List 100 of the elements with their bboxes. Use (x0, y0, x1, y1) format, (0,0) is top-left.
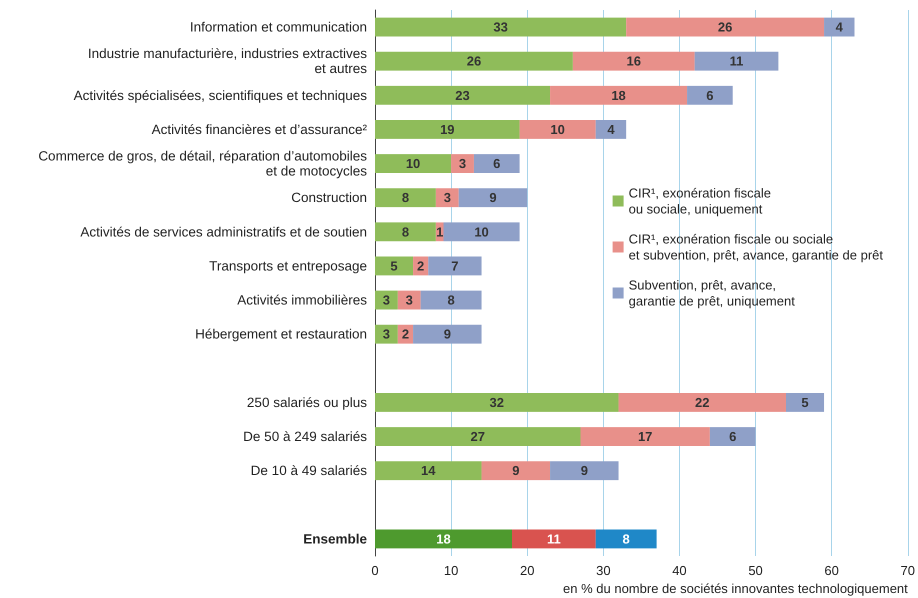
data-label: 9 (580, 463, 588, 478)
x-tick-label: 10 (444, 563, 458, 578)
data-label: 9 (489, 190, 497, 206)
y-tick-label: 250 salariés ou plus (246, 394, 368, 410)
bar (375, 427, 580, 446)
bar (596, 530, 657, 548)
data-label: 6 (706, 88, 714, 103)
bar (512, 530, 596, 548)
y-tick-label: Construction (291, 190, 367, 206)
data-label: 1 (436, 224, 444, 240)
data-label: 10 (406, 156, 420, 172)
bar (375, 393, 619, 412)
y-tick-label: Activités de services administratifs et de soutien (80, 224, 367, 240)
data-label: 6 (729, 429, 736, 444)
data-label: 4 (607, 122, 616, 137)
bar (375, 222, 436, 242)
data-label: 2 (417, 258, 424, 274)
y-tick-label: Transports et entreposage (209, 258, 367, 274)
data-label: 16 (626, 54, 642, 69)
bar (444, 222, 520, 242)
bar (375, 154, 452, 173)
y-tick-label: Commerce de gros, de détail, réparation d’automobiles et de motocycles (38, 148, 368, 179)
bar (596, 120, 626, 139)
x-tick-label: 70 (900, 563, 916, 578)
bar (626, 18, 824, 36)
y-tick-label: Ensemble (303, 531, 368, 546)
y-tick-label: Activités spécialisées, scientifiques et techniques (74, 88, 368, 103)
data-label: 8 (402, 190, 410, 206)
bar (572, 52, 695, 71)
bar (550, 461, 619, 480)
data-label: 10 (474, 224, 489, 240)
bar (458, 188, 528, 208)
y-tick-label: Industrie manufacturière, industries extractives et autres (88, 46, 368, 76)
data-label: 5 (801, 394, 809, 410)
bar (550, 86, 688, 105)
data-label: 32 (490, 394, 504, 410)
data-label: 3 (406, 292, 413, 308)
data-label: 8 (402, 224, 410, 240)
data-label: 33 (493, 20, 508, 35)
bar (520, 120, 596, 139)
bar (710, 427, 756, 446)
data-label: 6 (493, 156, 500, 172)
bar (482, 461, 550, 480)
data-label: 26 (718, 20, 732, 35)
y-tick-label: Activités immobilières (237, 292, 368, 308)
data-label: 3 (382, 292, 390, 308)
bar (375, 461, 482, 480)
bar (474, 154, 520, 173)
data-label: 8 (622, 531, 630, 546)
bar (786, 393, 824, 412)
bar (375, 120, 520, 139)
data-label: 9 (444, 326, 451, 342)
y-tick-label: Activités financières et d’assurance² (152, 122, 368, 137)
bar (451, 154, 474, 173)
data-label: 11 (730, 54, 744, 69)
bar (375, 530, 512, 548)
bar (398, 290, 421, 310)
bar (580, 427, 710, 446)
bar (694, 52, 778, 71)
data-label: 23 (455, 88, 470, 103)
y-tick-label: Hébergement et restauration (195, 326, 367, 342)
data-label: 17 (638, 429, 652, 444)
data-label: 14 (421, 463, 436, 478)
bar (428, 256, 482, 276)
data-label: 11 (546, 531, 561, 546)
x-tick-label: 50 (748, 563, 763, 578)
data-label: 26 (466, 54, 482, 69)
data-label: 19 (440, 122, 455, 137)
x-tick-label: 30 (596, 563, 611, 578)
data-label: 9 (512, 463, 520, 478)
data-label: 4 (836, 20, 844, 35)
legend-label: CIR¹, exonération fiscale ou sociale, uniquement (628, 186, 771, 216)
data-label: 3 (458, 156, 466, 172)
bar (375, 256, 414, 276)
data-label: 2 (402, 326, 410, 342)
bar (687, 86, 733, 105)
data-label: 7 (451, 258, 459, 274)
data-label: 22 (695, 394, 710, 410)
bar (375, 188, 436, 208)
y-tick-label: De 10 à 49 salariés (250, 463, 368, 478)
bar (375, 52, 573, 71)
x-tick-label: 60 (824, 563, 839, 578)
data-label: 10 (550, 122, 565, 137)
x-tick-label: 0 (371, 563, 379, 578)
data-label: 18 (611, 88, 626, 103)
x-tick-label: 20 (520, 563, 534, 578)
bar (618, 393, 786, 412)
bar (375, 86, 550, 105)
legend-label: CIR¹, exonération fiscale ou sociale et subvention, prêt, avance, garantie de prêt (628, 232, 884, 262)
bar (824, 18, 854, 36)
data-label: 3 (382, 326, 390, 342)
bar (375, 18, 626, 36)
y-tick-label: Information et communication (190, 20, 367, 35)
data-label: 27 (470, 429, 485, 444)
data-label: 5 (390, 258, 398, 274)
bar (420, 290, 482, 310)
y-tick-label: De 50 à 249 salariés (243, 429, 368, 444)
data-label: 8 (447, 292, 455, 308)
x-tick-label: 40 (672, 563, 687, 578)
data-label: 18 (436, 531, 451, 546)
